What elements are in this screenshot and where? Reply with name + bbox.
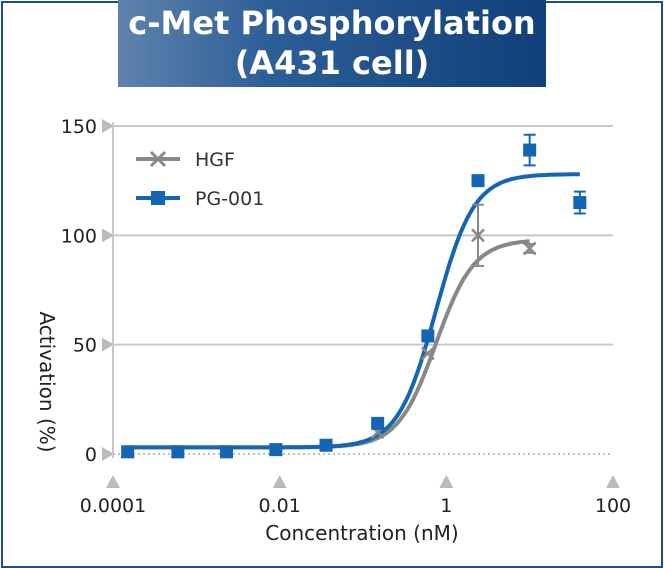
legend-marker-hgf: [149, 150, 167, 168]
y-tick-label: 100: [61, 225, 97, 247]
y-tick-label: 50: [73, 335, 97, 357]
fit-curve-pg-001: [127, 172, 580, 450]
data-point-pg-001: [523, 143, 537, 157]
legend: HGF PG-001: [136, 149, 264, 210]
x-tick-marker: [272, 475, 287, 488]
data-point-pg-001: [121, 445, 135, 459]
x-tick-label: 1: [440, 495, 452, 517]
y-tick-marker: [102, 447, 114, 461]
x-tick-marker: [606, 475, 620, 488]
data-point-pg-001: [573, 196, 587, 210]
gridlines: [113, 125, 613, 455]
x-tick-marker: [439, 475, 454, 488]
legend-label-pg-001: PG-001: [195, 188, 264, 210]
data-point-pg-001: [421, 329, 435, 343]
chart-title-line1: c-Met Phosphorylation: [128, 4, 536, 42]
data-point-pg-001: [319, 438, 333, 452]
data-point-pg-001: [269, 443, 283, 457]
legend-marker-pg-001: [151, 191, 165, 205]
x-tick-label: 0.01: [259, 495, 301, 517]
x-tick-marker: [106, 475, 120, 488]
y-tick-label: 0: [85, 444, 97, 466]
y-tick-marker: [102, 228, 114, 243]
chart-title: c-Met Phosphorylation (A431 cell): [118, 0, 546, 87]
data-point-pg-001: [471, 174, 485, 188]
x-tick-label: 100: [595, 495, 631, 517]
y-tick-marker: [102, 119, 114, 133]
data-point-hgf: [471, 228, 485, 243]
legend-label-hgf: HGF: [195, 149, 235, 171]
y-axis-title: Activation (%): [35, 311, 59, 452]
data-point-pg-001: [171, 445, 185, 459]
y-tick-marker: [102, 337, 114, 352]
chart-title-line2: (A431 cell): [234, 44, 430, 82]
data-point-hgf: [522, 241, 537, 256]
data-point-hgf: [420, 346, 435, 361]
y-tick-label: 150: [61, 116, 97, 138]
data-point-pg-001: [371, 416, 385, 430]
x-axis-title: Concentration (nM): [265, 521, 458, 545]
x-tick-label: 0.0001: [80, 495, 146, 517]
data-points: [120, 133, 587, 459]
axes: 0 50 100 150 0.0001 0.01 1 100: [61, 116, 631, 517]
data-point-pg-001: [219, 445, 233, 459]
fit-curves: [127, 172, 580, 450]
